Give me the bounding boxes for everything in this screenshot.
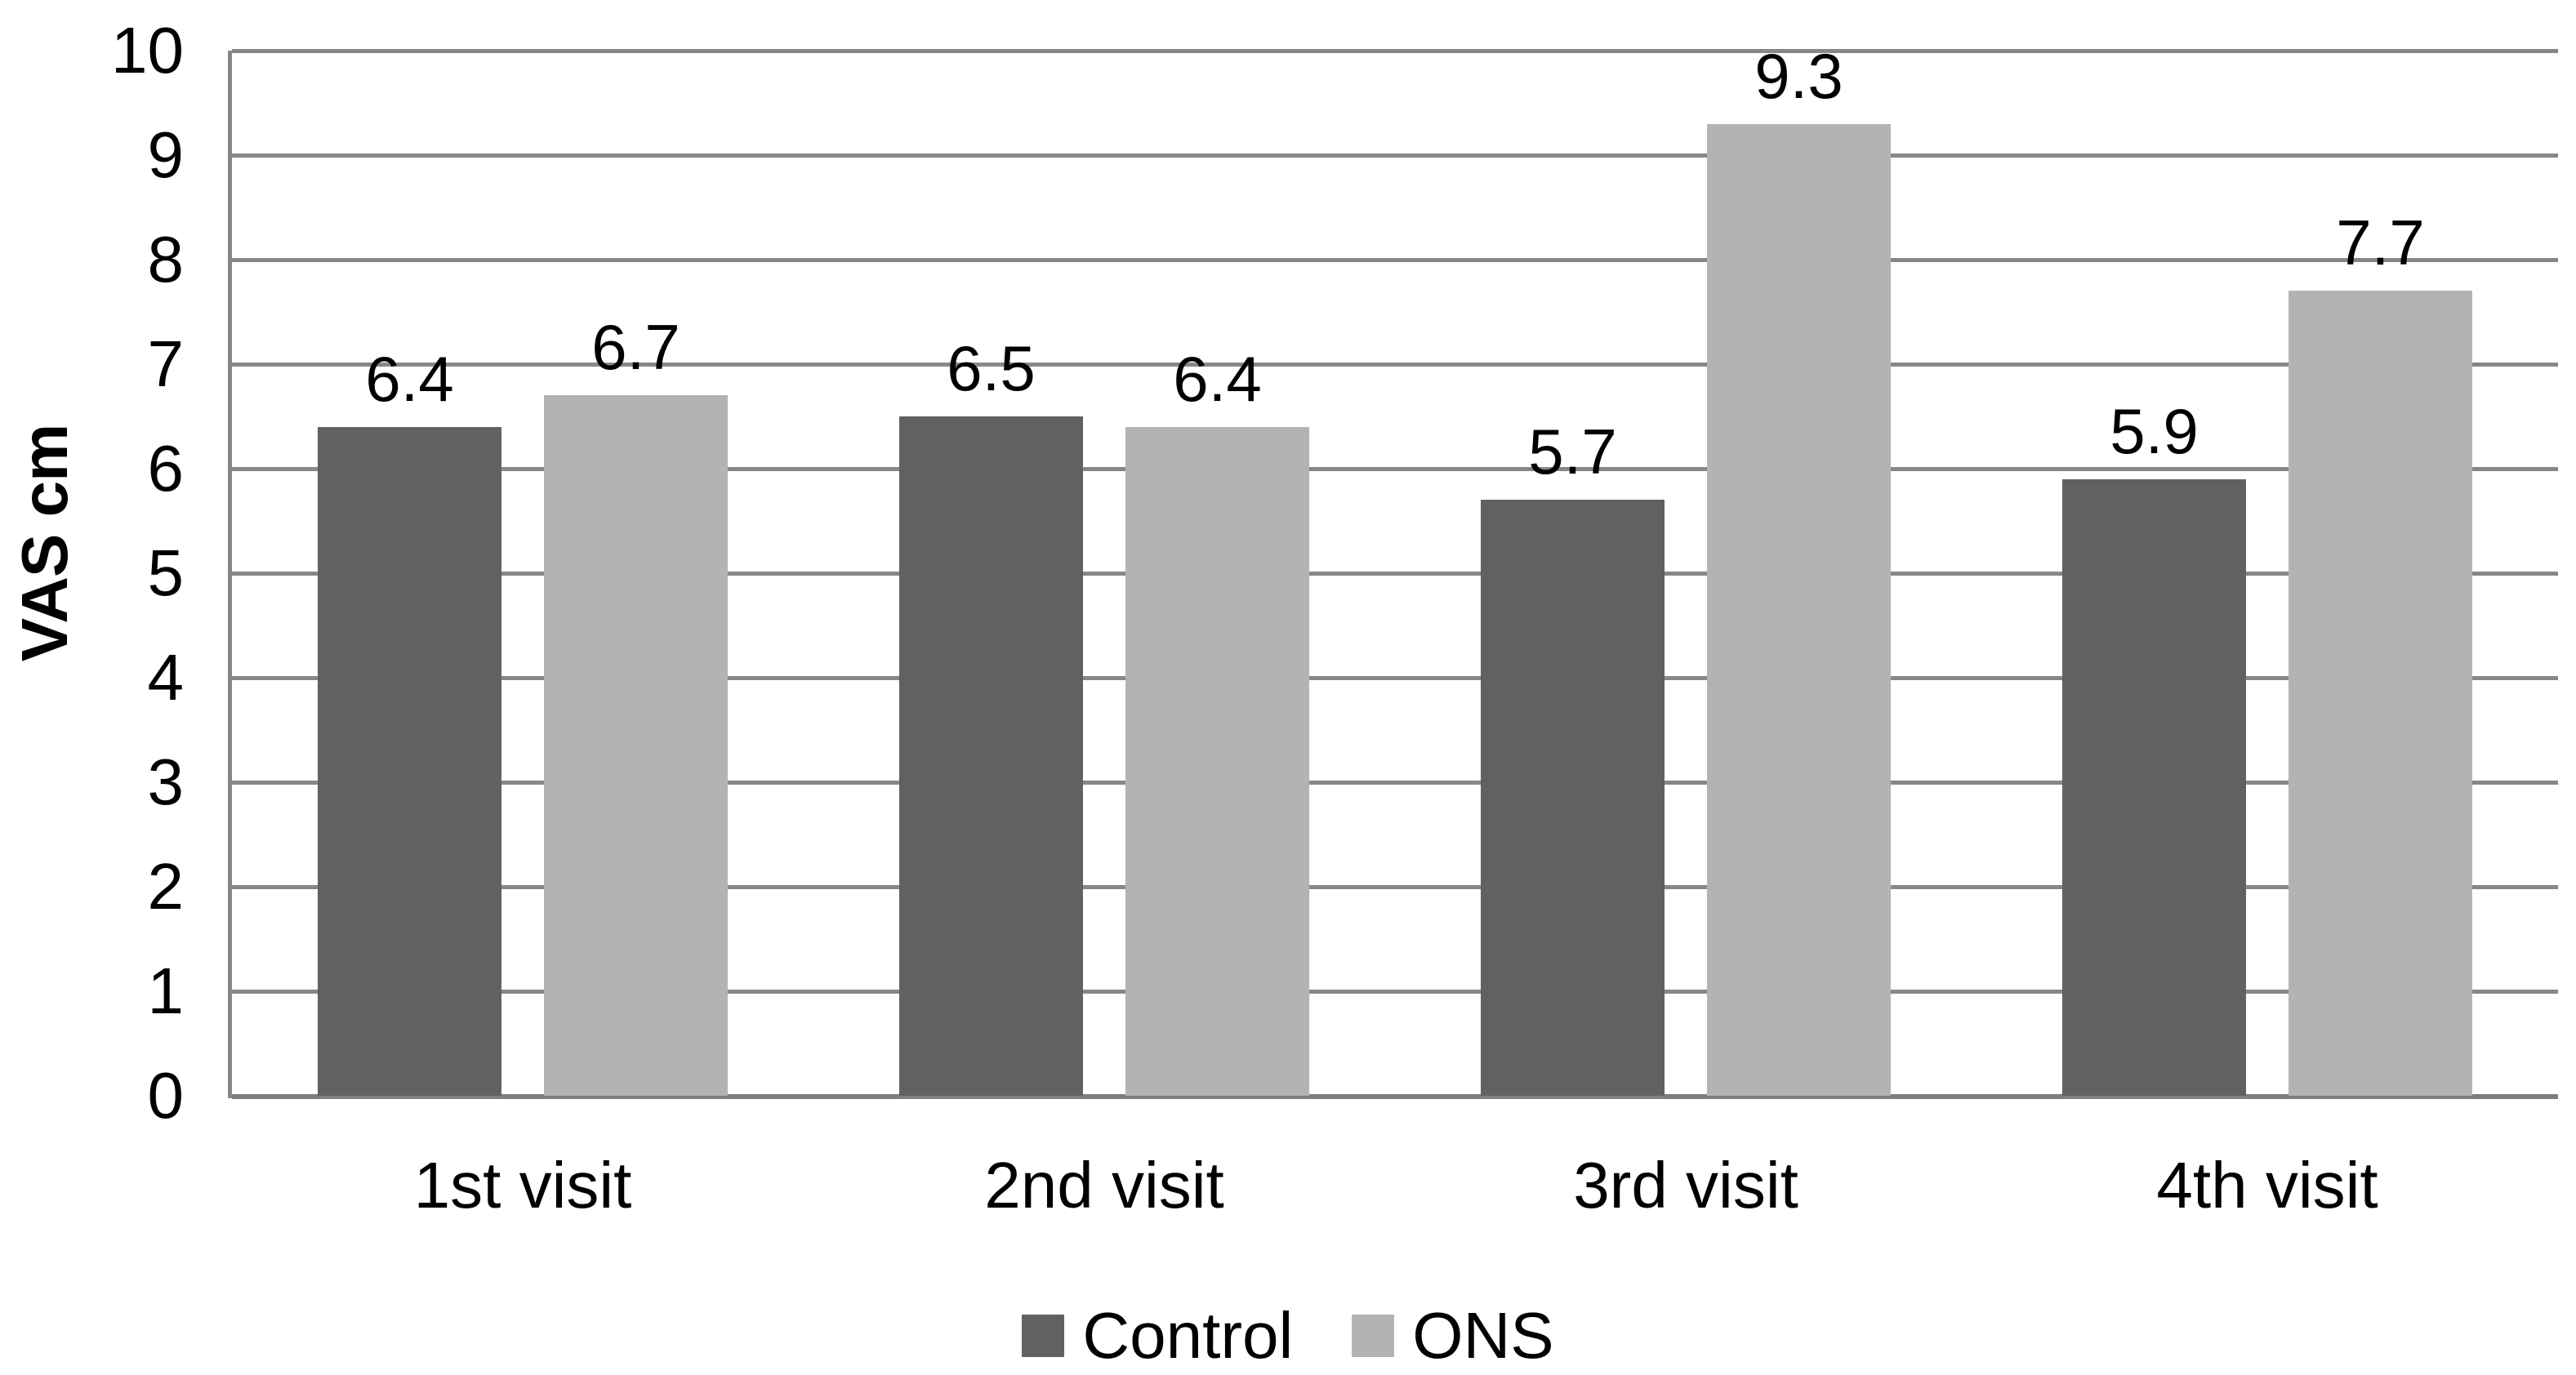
- bar-control-4th-visit: [2062, 478, 2246, 1096]
- legend-label-control: Control: [1082, 1299, 1294, 1372]
- plot-area: 6.4 6.7 6.5 6.4 5.7 9.3 5.9 7.7: [228, 44, 2558, 1099]
- y-axis-line: [228, 51, 232, 1098]
- bar-ons-2nd-visit: [1125, 426, 1309, 1096]
- bars-layer: 6.4 6.7 6.5 6.4 5.7 9.3 5.9 7.7: [232, 44, 2558, 1096]
- y-tick-label-6: 6: [147, 432, 185, 505]
- gridline-y-2: [232, 885, 2558, 889]
- bar-group-1st-visit: 6.4 6.7: [232, 51, 813, 1096]
- legend-label-ons: ONS: [1412, 1299, 1554, 1372]
- y-tick-label-1: 1: [147, 954, 185, 1027]
- x-category-label-3rd-visit: 3rd visit: [1573, 1149, 1798, 1221]
- y-tick-label-3: 3: [147, 745, 185, 818]
- y-tick-label-4: 4: [147, 641, 185, 714]
- data-label-control-1st-visit: 6.4: [365, 342, 454, 415]
- gridline-y-1: [232, 990, 2558, 994]
- bar-control-1st-visit: [318, 426, 501, 1096]
- data-label-control-3rd-visit: 5.7: [1528, 416, 1617, 488]
- bar-group-4th-visit: 5.9 7.7: [1977, 51, 2558, 1096]
- x-axis-baseline: [232, 1094, 2558, 1099]
- x-category-label-2nd-visit: 2nd visit: [984, 1149, 1224, 1221]
- y-tick-label-2: 2: [147, 850, 185, 923]
- bar-wrap-ons-4th-visit: 7.7: [2289, 51, 2472, 1096]
- bar-wrap-control-2nd-visit: 6.5: [899, 51, 1083, 1096]
- gridline-y-9: [232, 154, 2558, 158]
- legend-item-ons: ONS: [1352, 1299, 1554, 1372]
- bar-wrap-ons-3rd-visit: 9.3: [1707, 44, 1891, 1096]
- y-tick-label-5: 5: [147, 536, 185, 609]
- bar-wrap-control-1st-visit: 6.4: [318, 51, 501, 1096]
- gridline-y-8: [232, 258, 2558, 262]
- bar-wrap-ons-2nd-visit: 6.4: [1125, 51, 1309, 1096]
- x-category-label-1st-visit: 1st visit: [413, 1149, 632, 1221]
- gridline-y-6: [232, 467, 2558, 471]
- bar-ons-3rd-visit: [1707, 123, 1891, 1096]
- gridline-y-4: [232, 676, 2558, 680]
- bar-ons-4th-visit: [2289, 291, 2472, 1096]
- bar-control-2nd-visit: [899, 416, 1083, 1096]
- data-label-ons-3rd-visit: 9.3: [1754, 39, 1843, 112]
- legend-item-control: Control: [1022, 1303, 1293, 1368]
- gridline-y-10: [232, 49, 2558, 53]
- gridline-y-5: [232, 572, 2558, 576]
- x-category-label-4th-visit: 4th visit: [2156, 1149, 2378, 1221]
- y-tick-label-0: 0: [147, 1059, 185, 1132]
- bar-ons-1st-visit: [544, 395, 728, 1096]
- bar-group-2nd-visit: 6.5 6.4: [813, 51, 1395, 1096]
- gridline-y-3: [232, 781, 2558, 785]
- y-tick-label-7: 7: [147, 327, 185, 400]
- x-axis-category-labels: 1st visit 2nd visit 3rd visit 4th visit: [232, 1153, 2558, 1218]
- data-label-control-2nd-visit: 6.5: [947, 332, 1036, 404]
- bar-group-3rd-visit: 5.7 9.3: [1395, 44, 1977, 1096]
- legend-swatch-control: [1022, 1315, 1065, 1357]
- y-tick-label-8: 8: [147, 223, 185, 296]
- y-tick-label-9: 9: [147, 118, 185, 191]
- bar-wrap-control-3rd-visit: 5.7: [1481, 51, 1665, 1096]
- data-label-ons-1st-visit: 6.7: [591, 311, 680, 384]
- data-label-control-4th-visit: 5.9: [2110, 394, 2199, 467]
- data-label-ons-2nd-visit: 6.4: [1173, 342, 1262, 415]
- gridline-y-7: [232, 363, 2558, 367]
- bar-wrap-control-4th-visit: 5.9: [2062, 51, 2246, 1096]
- bar-wrap-ons-1st-visit: 6.7: [544, 51, 728, 1096]
- legend-swatch-ons: [1352, 1315, 1395, 1357]
- legend: Control ONS: [0, 1303, 2576, 1368]
- y-tick-label-10: 10: [111, 14, 184, 87]
- data-label-ons-4th-visit: 7.7: [2336, 207, 2425, 279]
- bar-control-3rd-visit: [1481, 500, 1665, 1096]
